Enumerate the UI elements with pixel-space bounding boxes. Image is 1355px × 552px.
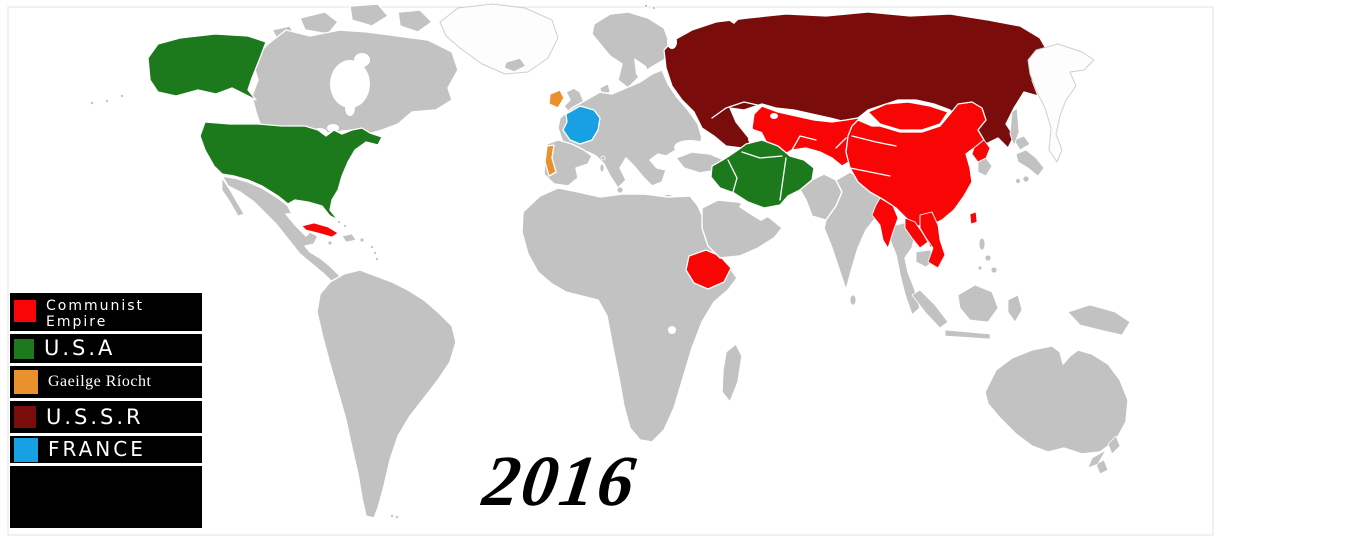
region-myanmar	[871, 197, 899, 249]
region-baja	[221, 177, 245, 217]
iran-afghan-border	[779, 157, 787, 201]
region-china	[845, 101, 987, 227]
region-cuba	[301, 222, 339, 238]
aral-sea	[770, 113, 778, 119]
region-mexico-central-america	[221, 175, 347, 291]
region-continental-europe	[557, 69, 703, 189]
legend-label: U.S.A	[44, 336, 116, 361]
iraq-iran-border	[727, 159, 738, 193]
region-ethiopia	[685, 249, 732, 290]
legend-label: Communist Empire	[46, 298, 145, 331]
region-south-america	[316, 269, 457, 519]
legend-row-communist-empire: Communist Empire	[10, 293, 202, 331]
france-swatch	[14, 437, 38, 462]
legend-label: U.S.S.R	[46, 404, 144, 429]
region-iceland	[503, 57, 527, 73]
xinjiang-border-line	[851, 135, 897, 147]
region-chukotka-kamchatka	[1027, 43, 1095, 163]
region-africa	[521, 187, 738, 443]
legend-row-france: FRANCE	[10, 436, 202, 463]
kyrgyz-border-line	[835, 137, 847, 149]
legend-label: Gaeilge Ríocht	[48, 372, 152, 390]
region-sri-lanka	[849, 294, 857, 306]
legend-label: FRANCE	[48, 437, 146, 461]
ussr-swatch	[14, 406, 36, 428]
year-label: 2016	[478, 441, 642, 521]
svalbard	[644, 4, 657, 11]
lake-victoria	[668, 326, 676, 334]
region-indonesia	[911, 284, 1131, 340]
region-taiwan	[969, 211, 978, 225]
legend-row-usa: U.S.A	[10, 334, 202, 363]
map-border-frame	[7, 6, 1214, 536]
falkland-islands	[389, 514, 399, 520]
region-new-zealand	[1087, 435, 1121, 469]
region-portugal	[544, 144, 557, 177]
region-mongolia	[867, 101, 949, 131]
gaeilge-riocht-swatch	[14, 370, 38, 394]
region-australia	[984, 345, 1129, 455]
region-alaska	[147, 33, 267, 101]
region-sakhalin	[1009, 107, 1020, 147]
region-madagascar	[721, 343, 743, 403]
region-usa	[199, 121, 383, 221]
region-vietnam	[919, 211, 946, 269]
region-philippines	[977, 237, 998, 274]
white-sea	[667, 35, 677, 49]
region-tasmania	[1095, 459, 1109, 475]
black-sea	[674, 140, 706, 154]
persian-gulf	[739, 202, 768, 221]
region-iraq-iran-turkmen-afghan	[710, 139, 815, 209]
legend: Communist Empire U.S.A Gaeilge Ríocht U.…	[10, 293, 202, 528]
region-south-korea	[977, 157, 993, 177]
novaya-zemlya	[728, 10, 744, 24]
usa-swatch	[14, 338, 34, 359]
iran-turkmen-border	[741, 151, 783, 159]
communist-empire-swatch	[14, 300, 36, 322]
legend-empty-box	[10, 466, 202, 528]
uzbek-border-line	[791, 135, 817, 151]
region-greenland	[439, 3, 559, 75]
caribbean-islands	[327, 220, 379, 261]
region-japan	[1013, 135, 1045, 184]
legend-row-gaeilge-riocht: Gaeilge Ríocht	[10, 366, 202, 398]
hudson-bay	[330, 53, 370, 116]
region-laos	[904, 217, 929, 249]
aleutian-islands	[90, 94, 125, 106]
region-france	[562, 105, 601, 145]
region-iberia	[543, 139, 593, 187]
legend-row-ussr: U.S.S.R	[10, 401, 202, 433]
region-ireland	[548, 89, 565, 109]
tibet-border-line	[849, 167, 891, 177]
